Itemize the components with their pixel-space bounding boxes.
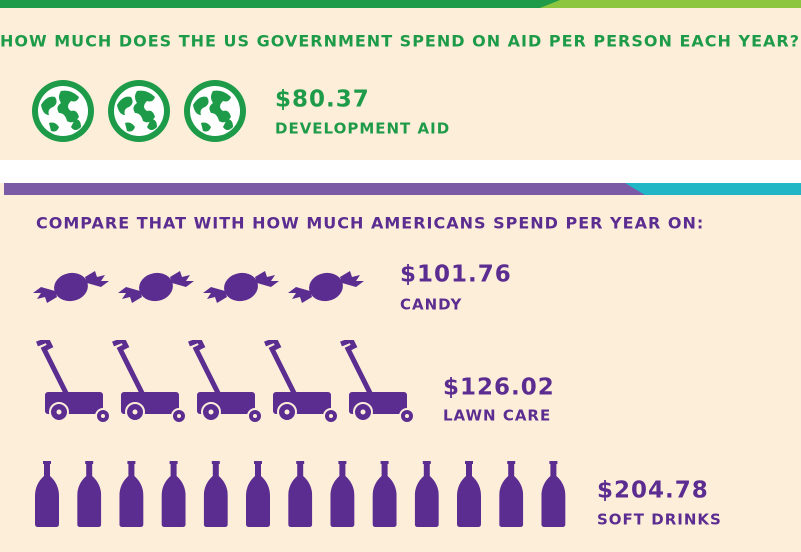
amount-label: CANDY xyxy=(400,296,463,314)
bottle-icon xyxy=(77,461,102,527)
bottle-icon xyxy=(330,461,355,527)
globe-icon xyxy=(184,80,246,142)
globe-icon xyxy=(32,80,94,142)
globe-icons xyxy=(32,80,246,142)
globe-icon xyxy=(108,80,170,142)
amount-label: SOFT DRINKS xyxy=(597,511,722,529)
lawn-mower-icon xyxy=(37,340,110,423)
amount: $204.78 xyxy=(597,478,709,504)
lawn-mower-icon xyxy=(113,340,186,423)
divider-accent xyxy=(625,183,801,195)
bottle-icon xyxy=(414,461,439,527)
bottle-icon xyxy=(35,461,59,527)
section-title: HOW MUCH DOES THE US GOVERNMENT SPEND ON… xyxy=(0,32,800,51)
divider xyxy=(0,160,801,183)
candy-icon xyxy=(203,270,279,304)
bottle-icon xyxy=(288,461,313,527)
lawn-mower-icon xyxy=(189,340,262,423)
bottle-icon xyxy=(246,461,270,527)
bottle-icon xyxy=(541,461,566,527)
amount: $126.02 xyxy=(443,375,555,401)
amount-label: LAWN CARE xyxy=(443,407,551,425)
divider-bar xyxy=(4,183,660,195)
bottle-icon xyxy=(119,461,144,527)
top-stripe-accent xyxy=(540,0,801,8)
bottle-icon xyxy=(457,461,481,527)
lawn-mower-icon xyxy=(265,340,338,423)
amount: $80.37 xyxy=(275,87,370,113)
bottle-icon xyxy=(161,461,186,527)
candy-icon xyxy=(118,270,194,304)
bottle-icon xyxy=(499,461,524,527)
candy-icon xyxy=(288,270,364,304)
amount: $101.76 xyxy=(400,262,512,288)
top-stripe xyxy=(0,0,801,8)
section-title: COMPARE THAT WITH HOW MUCH AMERICANS SPE… xyxy=(36,214,704,233)
candy-icon xyxy=(33,270,109,304)
bottle-icon xyxy=(372,461,397,527)
lawn-mower-icon xyxy=(341,340,414,423)
bottle-icon xyxy=(203,461,228,527)
amount-label: DEVELOPMENT AID xyxy=(275,120,450,138)
